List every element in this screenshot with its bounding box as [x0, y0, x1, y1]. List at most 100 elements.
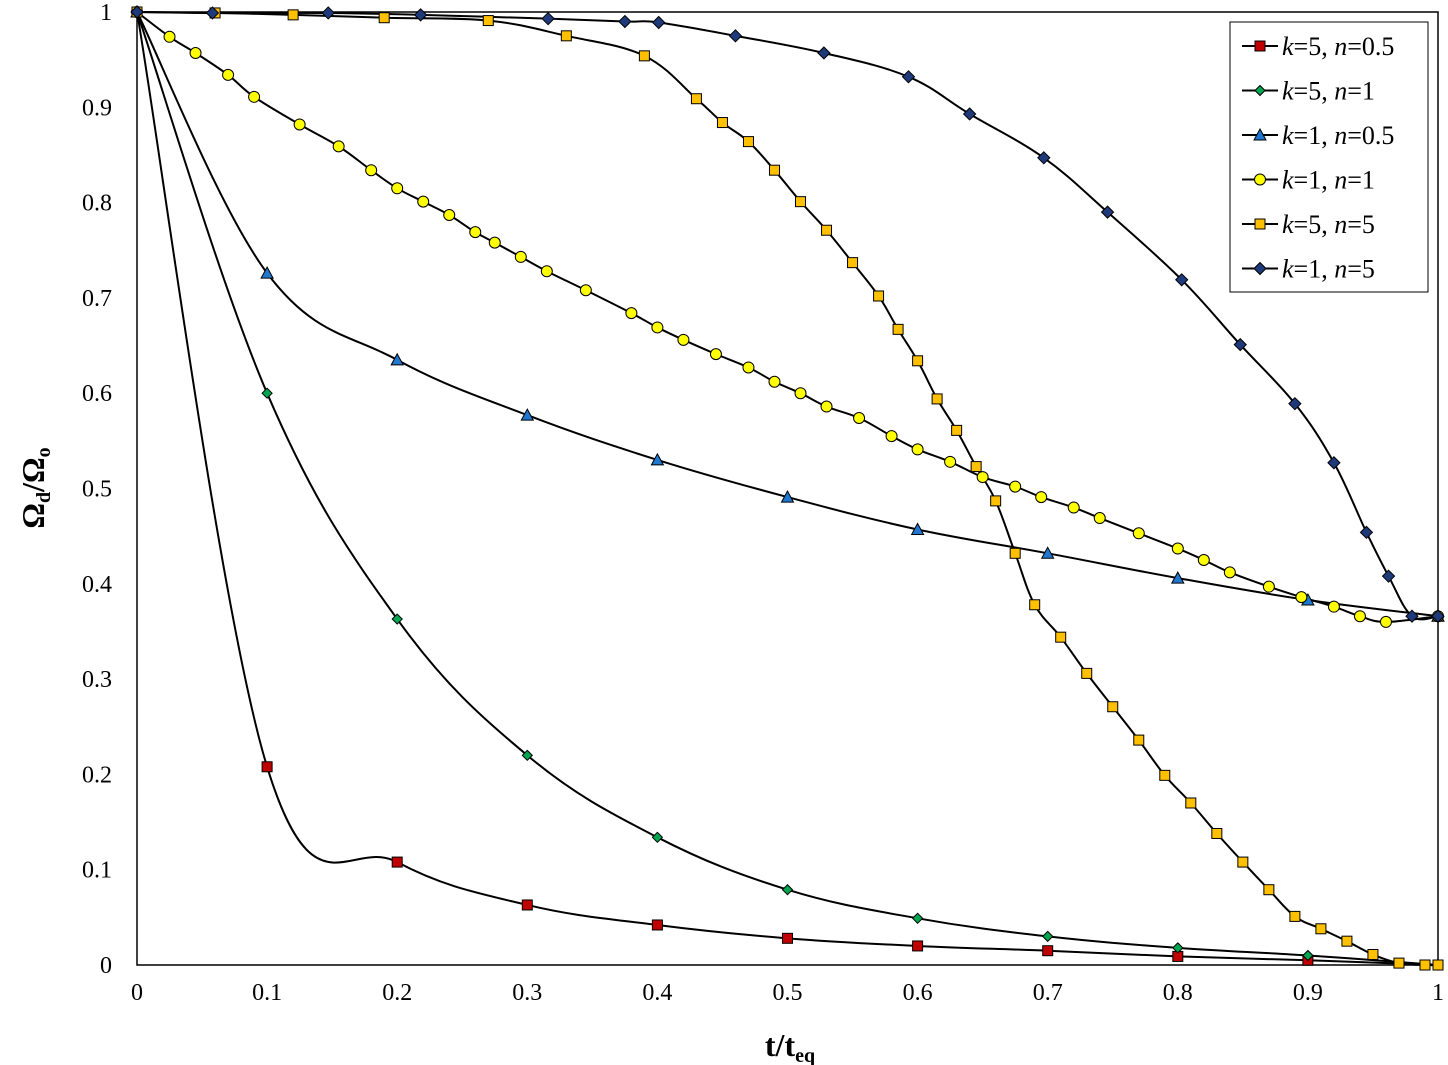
legend-marker	[1254, 218, 1266, 230]
x-tick-label: 0	[131, 980, 143, 1006]
data-point	[579, 284, 592, 297]
data-point	[912, 355, 924, 367]
x-tick-label: 0.3	[512, 980, 542, 1006]
data-point	[1081, 667, 1093, 679]
data-point	[1170, 571, 1185, 584]
data-point	[163, 30, 176, 43]
y-axis-title: Ωd/Ωo	[15, 447, 55, 528]
data-point	[931, 393, 943, 405]
data-point	[443, 208, 456, 221]
x-tick-label: 0.9	[1293, 980, 1323, 1006]
data-point	[651, 919, 663, 931]
x-tick-label: 0.8	[1163, 980, 1193, 1006]
data-point	[1093, 512, 1106, 525]
data-point	[1381, 569, 1396, 583]
data-point	[820, 400, 833, 413]
data-point	[944, 455, 957, 468]
data-point	[1223, 566, 1236, 579]
data-point	[709, 348, 722, 361]
data-point	[1359, 525, 1374, 540]
legend-label: k=1, n=5	[1282, 255, 1375, 284]
data-point	[1197, 553, 1210, 566]
data-point	[391, 182, 404, 195]
data-point	[873, 290, 885, 302]
data-point	[520, 408, 535, 421]
legend-marker	[1254, 84, 1266, 97]
y-tick-label: 0.3	[82, 667, 112, 693]
data-point	[391, 613, 403, 625]
data-point	[540, 265, 553, 278]
data-point	[1100, 205, 1115, 219]
data-point	[1353, 610, 1366, 623]
data-point	[821, 224, 833, 236]
data-point	[781, 884, 794, 896]
data-point	[962, 107, 977, 121]
series-line	[136, 11, 1439, 618]
y-tick-label: 0.7	[82, 286, 112, 312]
data-point	[390, 352, 405, 366]
data-point	[1132, 527, 1145, 540]
data-point	[1067, 501, 1080, 514]
data-point	[625, 307, 638, 320]
data-point	[1367, 949, 1379, 961]
data-point	[482, 15, 494, 27]
data-point	[1055, 631, 1067, 643]
data-point	[1393, 957, 1405, 969]
data-point	[1302, 949, 1314, 962]
data-point	[332, 140, 345, 153]
legend-item: k=1, n=0.5	[1242, 121, 1394, 150]
legend-label: k=5, n=0.5	[1282, 32, 1394, 61]
data-point	[413, 8, 428, 22]
y-tick-label: 0.1	[82, 858, 112, 884]
data-point	[560, 30, 572, 42]
data-point	[1009, 480, 1022, 493]
data-point	[1315, 923, 1327, 935]
legend-marker	[1254, 40, 1266, 52]
y-tick-label: 0.8	[82, 191, 112, 217]
data-point	[742, 136, 754, 148]
data-point	[690, 93, 702, 105]
data-point	[651, 15, 666, 30]
series-points	[130, 5, 1445, 623]
data-point	[1035, 491, 1048, 504]
x-tick-label: 0.5	[773, 980, 803, 1006]
x-axis-title: t/teq	[765, 1027, 815, 1065]
data-point	[768, 164, 780, 176]
data-point	[618, 14, 632, 29]
data-point	[365, 164, 378, 177]
data-point	[1379, 615, 1392, 628]
data-point	[417, 195, 430, 208]
data-point	[391, 856, 403, 868]
data-point	[1029, 599, 1041, 611]
data-point	[321, 6, 335, 20]
data-point	[205, 6, 220, 20]
data-point	[742, 361, 755, 374]
data-point	[853, 411, 866, 424]
data-point	[1431, 609, 1445, 623]
data-point	[911, 443, 924, 456]
data-point	[541, 11, 555, 26]
data-point	[677, 333, 690, 346]
data-point	[1172, 942, 1184, 954]
data-point	[716, 117, 728, 129]
data-point	[248, 90, 261, 103]
data-point	[287, 9, 299, 21]
data-point	[1174, 273, 1189, 287]
data-point	[970, 461, 982, 473]
data-point	[1341, 935, 1353, 947]
legend-item: k=5, n=0.5	[1242, 32, 1394, 61]
data-point	[261, 761, 273, 773]
data-point	[901, 70, 916, 84]
legend-item: k=5, n=5	[1242, 210, 1375, 239]
plot-area	[136, 11, 1439, 966]
data-point	[1042, 945, 1054, 957]
data-point	[794, 387, 807, 400]
data-point	[1107, 701, 1119, 713]
legend-item: k=1, n=5	[1242, 255, 1375, 284]
y-tick-label: 0.4	[82, 572, 112, 598]
data-point	[1432, 959, 1444, 971]
data-point	[261, 387, 273, 399]
data-point	[514, 250, 527, 263]
data-point	[911, 912, 924, 925]
data-point	[521, 899, 533, 911]
